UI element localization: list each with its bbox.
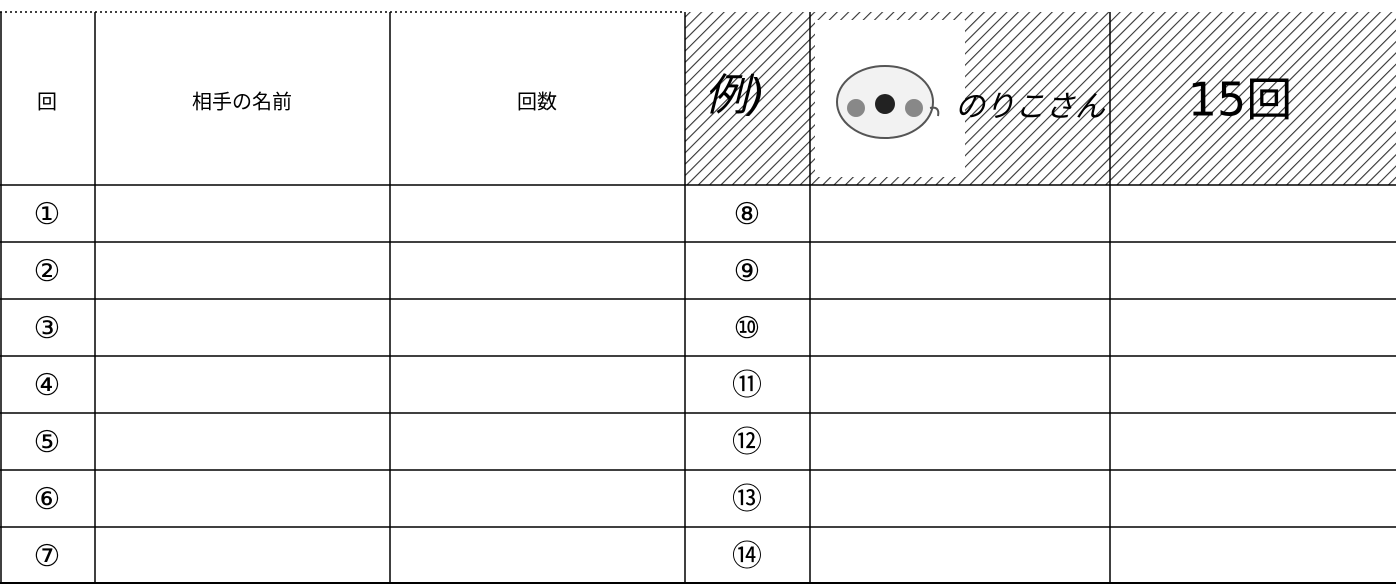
seal-icon bbox=[836, 65, 940, 139]
column-header: 相手の名前 bbox=[192, 90, 292, 114]
row-number: ④ bbox=[34, 368, 61, 403]
row-number: ⑫ bbox=[732, 425, 762, 460]
row-number: ① bbox=[34, 197, 61, 232]
row-number: ⑪ bbox=[732, 368, 762, 403]
column-header: 回数 bbox=[517, 90, 557, 114]
row-number: ⑧ bbox=[734, 197, 761, 232]
row-number: ⑥ bbox=[34, 482, 61, 517]
example-hatch bbox=[685, 12, 1396, 185]
example-label: 例) bbox=[704, 70, 765, 121]
row-number: ⑤ bbox=[34, 425, 61, 460]
row-number: ② bbox=[34, 254, 61, 289]
row-number: ⑭ bbox=[732, 539, 762, 574]
table-grid bbox=[0, 11, 1396, 584]
row-number: ③ bbox=[34, 311, 61, 346]
example-name: のりこさん bbox=[955, 90, 1106, 125]
example-count: 15回 bbox=[1188, 73, 1293, 127]
row-number: ⑦ bbox=[34, 539, 61, 574]
row-number: ⑬ bbox=[732, 482, 762, 517]
column-header: 回 bbox=[37, 90, 57, 114]
row-number: ⑨ bbox=[734, 254, 761, 289]
row-number: ⑩ bbox=[734, 311, 761, 346]
